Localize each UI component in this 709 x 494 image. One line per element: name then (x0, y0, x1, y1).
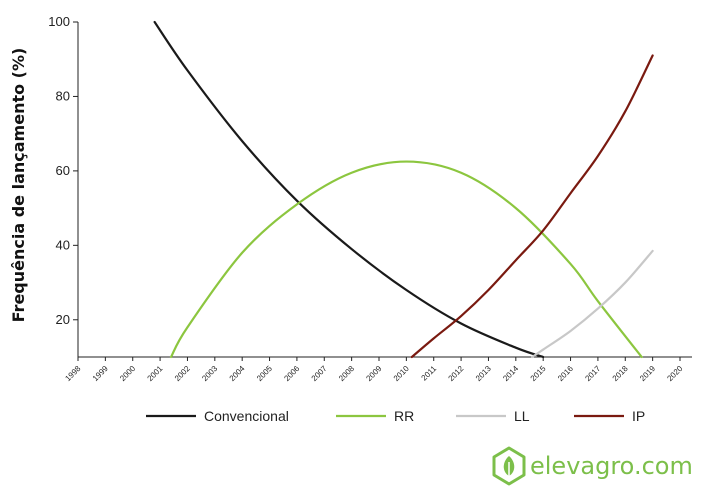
x-tick-label: 2001 (146, 364, 165, 383)
y-tick-label: 20 (56, 312, 70, 327)
series-line-ll (531, 249, 654, 359)
y-tick-label: 40 (56, 237, 70, 252)
x-tick-label: 2007 (310, 364, 329, 383)
series-line-convencional (153, 20, 545, 359)
x-tick-label: 2006 (282, 364, 301, 383)
y-axis-label: Frequência de lançamento (%) (9, 48, 28, 323)
x-tick-label: 2000 (118, 364, 137, 383)
x-tick-label: 2005 (255, 364, 274, 383)
x-tick-label: 2010 (392, 364, 411, 383)
x-axis: 1998 1999 2000 2001 2002 2003 2004 2005 2006 2007… (63, 356, 692, 383)
x-tick-label: 2016 (556, 364, 575, 383)
legend-label-ip: IP (632, 408, 645, 424)
legend-label-rr: RR (394, 408, 414, 424)
x-tick-label: 2003 (200, 364, 219, 383)
x-tick-label: 2013 (474, 364, 493, 383)
x-tick-label: 2017 (583, 364, 602, 383)
y-axis-ticks: 20 40 60 80 100 (48, 14, 79, 357)
x-tick-label: 2015 (529, 364, 548, 383)
x-tick-label: 2012 (447, 364, 466, 383)
y-tick-label: 80 (56, 88, 70, 103)
y-tick-label: 60 (56, 163, 70, 178)
x-tick-label: 1999 (91, 364, 110, 383)
x-tick-label: 2020 (665, 364, 684, 383)
legend: Convencional RR LL IP (146, 408, 645, 424)
x-tick-label: 1998 (63, 364, 82, 383)
series-lines (153, 20, 654, 359)
y-tick-label: 100 (48, 14, 70, 29)
logo-text: elevagro.com (530, 452, 693, 480)
elevagro-logo: elevagro.com (492, 446, 693, 486)
x-tick-label: 2019 (638, 364, 657, 383)
series-line-rr (169, 160, 643, 359)
legend-label-ll: LL (514, 408, 530, 424)
x-tick-label: 2014 (501, 364, 520, 383)
leaf-hexagon-icon (492, 446, 526, 486)
x-tick-label: 2002 (173, 364, 192, 383)
x-tick-label: 2011 (420, 364, 439, 383)
x-tick-label: 2004 (228, 364, 247, 383)
x-tick-label: 2018 (611, 364, 630, 383)
x-tick-label: 2009 (364, 364, 383, 383)
x-tick-label: 2008 (337, 364, 356, 383)
legend-label-convencional: Convencional (204, 408, 289, 424)
series-line-ip (410, 54, 654, 359)
